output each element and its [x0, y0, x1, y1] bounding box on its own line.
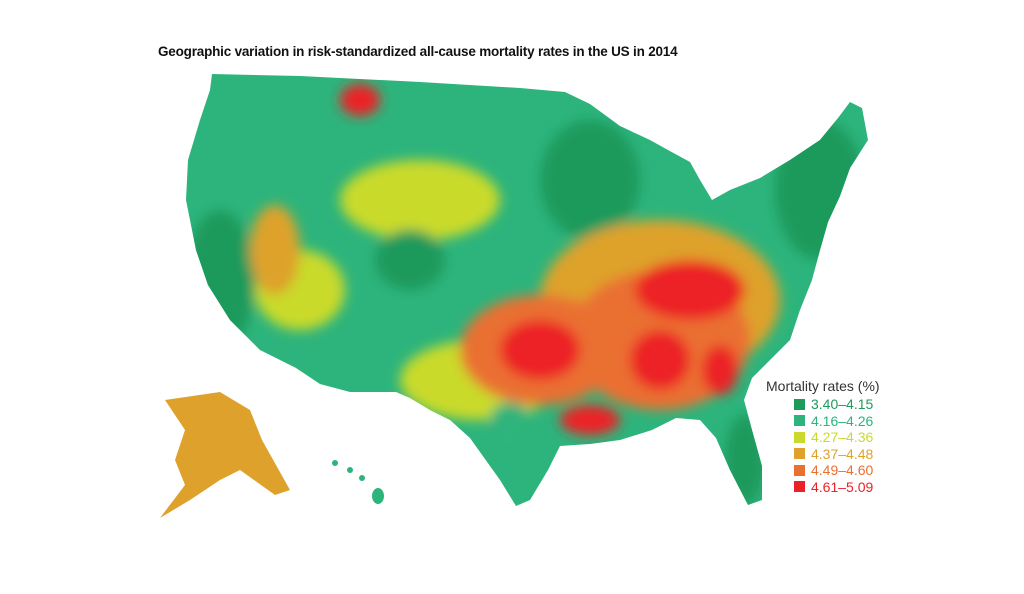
region-alabama-mississippi: [630, 330, 690, 390]
legend-label: 4.16–4.26: [811, 412, 874, 429]
region-plains: [340, 160, 500, 240]
hawaii: [332, 460, 384, 504]
region-florida: [725, 415, 765, 505]
legend-swatch: [794, 448, 805, 460]
region-california: [186, 210, 255, 350]
legend-title: Mortality rates (%): [766, 378, 880, 394]
region-kentucky-tennessee: [635, 260, 745, 320]
legend-label: 4.27–4.36: [811, 429, 874, 446]
legend-swatch: [794, 464, 805, 476]
legend-label: 4.49–4.60: [811, 462, 874, 479]
region-oklahoma-arkansas: [500, 320, 580, 380]
region-central-texas: [490, 402, 530, 438]
legend-swatch: [794, 398, 805, 410]
legend-item: 3.40–4.15: [766, 396, 880, 413]
legend-swatch: [794, 481, 805, 493]
legend-swatch: [794, 415, 805, 427]
legend-item: 4.37–4.48: [766, 446, 880, 463]
legend-label: 4.61–5.09: [811, 478, 874, 495]
legend-item: 4.61–5.09: [766, 479, 880, 496]
legend: Mortality rates (%) 3.40–4.15 4.16–4.26 …: [766, 378, 880, 495]
region-georgia: [702, 345, 738, 395]
region-northeast: [775, 120, 865, 260]
legend-item: 4.49–4.60: [766, 462, 880, 479]
region-minnesota: [540, 120, 640, 240]
legend-item: 4.27–4.36: [766, 429, 880, 446]
legend-swatch: [794, 431, 805, 443]
region-nevada: [250, 205, 300, 295]
region-colorado: [375, 230, 445, 290]
legend-item: 4.16–4.26: [766, 413, 880, 430]
legend-label: 3.40–4.15: [811, 396, 874, 413]
alaska: [160, 392, 290, 518]
region-montana: [340, 84, 380, 116]
map-title: Geographic variation in risk-standardize…: [158, 44, 678, 59]
region-louisiana: [560, 405, 620, 435]
legend-label: 4.37–4.48: [811, 445, 874, 462]
